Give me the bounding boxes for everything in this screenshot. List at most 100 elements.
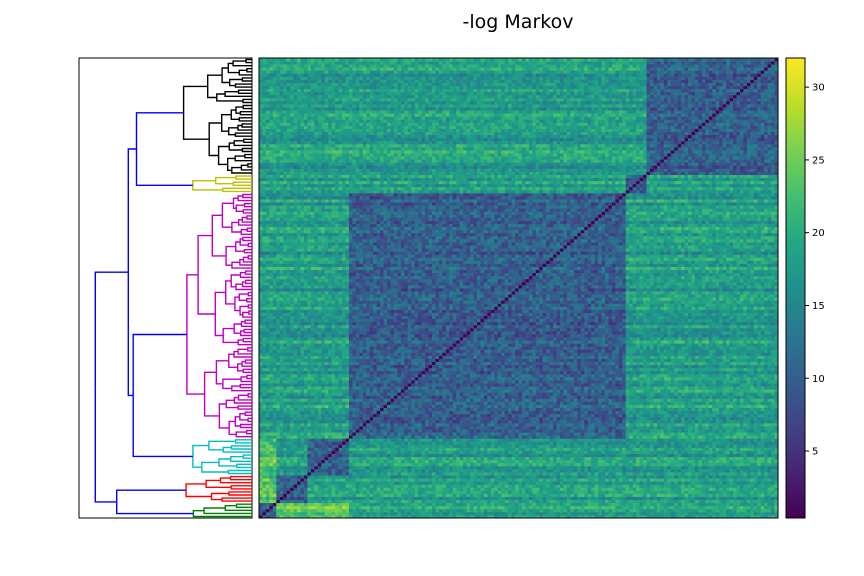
heatmap-cell (286, 438, 291, 442)
heatmap-cell (757, 508, 762, 513)
heatmap-cell (663, 499, 668, 504)
heatmap-cell (608, 481, 613, 485)
heatmap-cell (566, 459, 571, 464)
heatmap-cell (739, 499, 744, 504)
heatmap-cell (376, 426, 381, 430)
heatmap-cell (639, 456, 644, 461)
dendrogram-link (235, 106, 244, 111)
heatmap-cell (380, 432, 384, 436)
heatmap-cell (767, 496, 772, 500)
heatmap-cell (743, 508, 748, 513)
heatmap-cell (649, 490, 654, 494)
heatmap-cell (629, 429, 634, 433)
heatmap-cell (290, 493, 294, 497)
heatmap-cell (303, 475, 308, 479)
heatmap-cell (362, 426, 367, 430)
heatmap-cell (269, 444, 274, 448)
heatmap-cell (688, 422, 692, 427)
dendrogram-link (236, 463, 252, 466)
heatmap-cell (729, 426, 734, 430)
heatmap-cell (771, 468, 775, 473)
heatmap-cell (701, 426, 706, 430)
heatmap-cell (767, 502, 772, 507)
heatmap-cell (764, 429, 769, 433)
heatmap-cell (767, 429, 772, 433)
heatmap-cell (508, 426, 512, 430)
heatmap-cell (542, 429, 547, 433)
heatmap-cell (501, 450, 506, 454)
heatmap-cell (757, 429, 762, 433)
heatmap-cell (310, 419, 315, 424)
dendrogram-link (239, 426, 252, 429)
heatmap-cell (369, 456, 374, 461)
heatmap-cell (279, 475, 284, 479)
heatmap-cell (407, 459, 412, 464)
heatmap-cell (684, 447, 689, 451)
heatmap-cell (726, 432, 730, 436)
heatmap-cell (532, 438, 537, 442)
heatmap-cell (560, 447, 564, 451)
heatmap-cell (310, 432, 315, 436)
heatmap-cell (584, 496, 589, 500)
heatmap-cell (767, 444, 772, 448)
heatmap-cell (324, 462, 329, 467)
heatmap-cell (656, 481, 661, 485)
heatmap-cell (746, 456, 751, 461)
heatmap-cell (615, 511, 620, 516)
heatmap-cell (746, 422, 751, 427)
heatmap-cell (342, 478, 346, 482)
heatmap-cell (483, 493, 488, 497)
heatmap-cell (265, 444, 270, 448)
heatmap-cell (656, 438, 661, 442)
heatmap-cell (321, 487, 326, 491)
heatmap-cell (387, 478, 391, 482)
heatmap-cell (452, 462, 457, 467)
heatmap-cell (476, 429, 481, 433)
heatmap-cell (470, 502, 474, 507)
heatmap-cell (494, 499, 499, 504)
heatmap-cell (438, 493, 443, 497)
heatmap-cell (601, 447, 606, 451)
heatmap-cell (373, 447, 378, 451)
heatmap-cell (750, 438, 755, 442)
heatmap-cell (508, 514, 512, 519)
heatmap-cell (719, 490, 724, 494)
heatmap-cell (259, 478, 263, 482)
heatmap-cell (463, 472, 467, 476)
heatmap-cell (487, 487, 492, 491)
heatmap-cell (290, 484, 294, 488)
heatmap-cell (452, 505, 457, 510)
heatmap-cell (387, 447, 391, 451)
heatmap-cell (767, 435, 772, 439)
heatmap-cell (556, 484, 561, 488)
heatmap-cell (480, 481, 485, 485)
heatmap-cell (317, 422, 322, 427)
heatmap-cell (753, 438, 758, 442)
heatmap-cell (639, 465, 644, 470)
heatmap-cell (279, 453, 284, 458)
heatmap-cell (414, 508, 419, 513)
dendrogram-link (185, 483, 207, 491)
heatmap-cell (307, 462, 312, 467)
heatmap-cell (452, 441, 457, 445)
heatmap-cell (577, 472, 582, 476)
heatmap-cell (708, 450, 713, 454)
heatmap-cell (525, 505, 530, 510)
heatmap-cell (546, 462, 551, 467)
heatmap-cell (622, 490, 627, 494)
heatmap-cell (359, 422, 364, 427)
heatmap-cell (380, 490, 384, 494)
heatmap-cell (418, 438, 423, 442)
heatmap-cell (636, 465, 640, 470)
heatmap-cell (515, 435, 519, 439)
heatmap-cell (373, 459, 378, 464)
heatmap-cell (684, 502, 689, 507)
heatmap-cell (338, 435, 343, 439)
heatmap-cell (463, 435, 467, 439)
heatmap-cell (414, 496, 419, 500)
heatmap-cell (566, 435, 571, 439)
heatmap-cell (317, 478, 322, 482)
heatmap-cell (445, 456, 450, 461)
heatmap-cell (764, 426, 769, 430)
heatmap-cell (414, 459, 419, 464)
